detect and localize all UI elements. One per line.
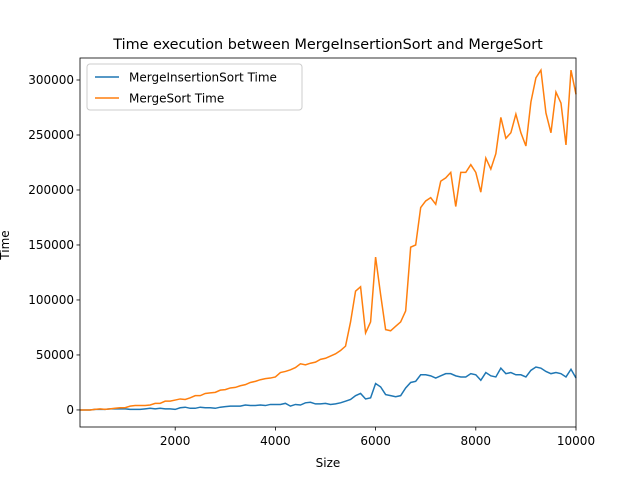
x-tick-label: 10000 [557, 434, 595, 448]
y-tick-label: 300000 [28, 73, 74, 87]
y-tick-label: 200000 [28, 183, 74, 197]
x-axis-label: Size [316, 456, 341, 470]
chart-title: Time execution between MergeInsertionSor… [112, 37, 543, 53]
series-line [80, 366, 577, 411]
x-tick-label: 4000 [260, 434, 291, 448]
plot-frame [79, 57, 577, 428]
x-tick-label: 6000 [360, 434, 391, 448]
legend: MergeInsertionSort Time MergeSort Time [86, 63, 303, 111]
x-tick-label: 8000 [461, 434, 492, 448]
y-tick-label: 50000 [36, 348, 74, 362]
legend-label: MergeInsertionSort Time [129, 71, 277, 85]
y-tick-label: 150000 [28, 238, 74, 252]
y-tick-label: 100000 [28, 293, 74, 307]
x-tick-label: 2000 [160, 434, 191, 448]
legend-box [86, 63, 303, 111]
y-tick-label: 250000 [28, 128, 74, 142]
y-tick-label: 0 [66, 403, 74, 417]
series-line [80, 67, 577, 411]
legend-label: MergeSort Time [129, 92, 224, 106]
y-axis-label: Time [0, 230, 12, 260]
